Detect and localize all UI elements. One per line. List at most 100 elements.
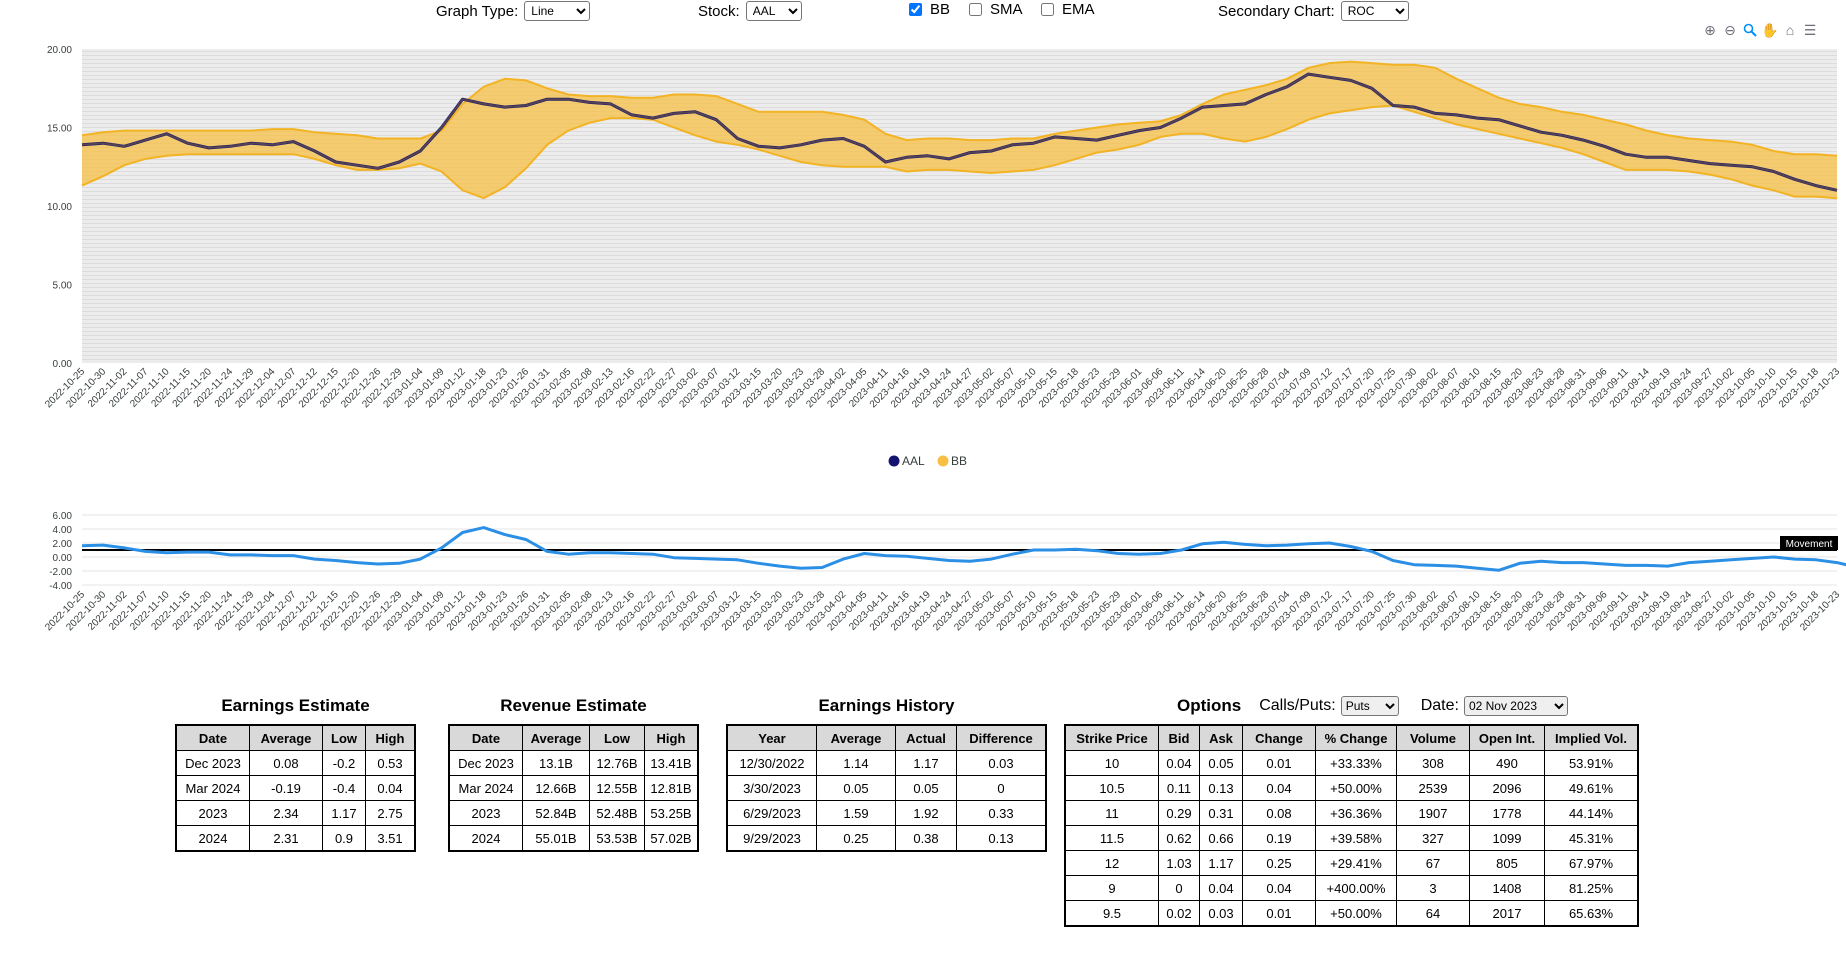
legend-item-bb[interactable]: BB [937, 454, 968, 468]
roc-y-tick-label: -4.00 [49, 581, 72, 592]
table-header-row: Year Average Actual Difference [726, 724, 1047, 751]
movement-annotation: Movement [1780, 536, 1838, 550]
table-cell: 0.03 [1199, 900, 1243, 927]
table-cell: 2023 [175, 800, 250, 826]
table-cell: Dec 2023 [175, 750, 250, 776]
table-cell: 0.05 [816, 775, 896, 801]
column-header: High [644, 724, 699, 751]
table-row: 6/29/2023 1.59 1.92 0.33 [726, 800, 1047, 826]
table-cell: 2023 [448, 800, 523, 826]
table-cell: 0.11 [1158, 775, 1200, 801]
revenue-estimate-table: Date Average Low High Dec 2023 13.1B 12.76B 13… [448, 724, 699, 852]
bb-band-fill [82, 61, 1837, 199]
earnings-estimate-section: Earnings Estimate Date Average Low High Dec… [175, 696, 416, 852]
column-header: Open Int. [1469, 724, 1545, 751]
table-cell: +50.00% [1315, 900, 1397, 927]
stock-label: Stock: [698, 2, 740, 20]
movement-label: Movement [1786, 539, 1833, 550]
graph-type-control: Graph Type: Line [436, 1, 591, 21]
table-cell: 44.14% [1544, 800, 1639, 826]
column-header: Date [448, 724, 523, 751]
table-cell: 67.97% [1544, 850, 1639, 876]
roc-chart: 6.00 4.00 2.00 0.00 -2.00 -4.00 Movement 2022… [43, 511, 1846, 633]
roc-y-tick-label: -2.00 [49, 567, 72, 578]
table-cell: 53.91% [1544, 750, 1639, 776]
chart-toolbar: ⊕ ⊖ ✋ ⌂ ☰ [1702, 21, 1818, 39]
price-series [81, 72, 1838, 192]
table-cell: 2.75 [365, 800, 416, 826]
earnings-estimate-table: Date Average Low High Dec 2023 0.08 -0.2 0.53 M… [175, 724, 416, 852]
table-cell: 0.31 [1199, 800, 1243, 826]
table-cell: +39.58% [1315, 825, 1397, 851]
table-cell: +36.36% [1315, 800, 1397, 826]
table-row: 11.5 0.62 0.66 0.19 +39.58% 327 1099 45.31% [1064, 825, 1639, 851]
options-header: Options Calls/Puts: Puts Date: 02 Nov 20… [1064, 696, 1639, 716]
table-cell: 11 [1064, 800, 1159, 826]
y-tick-label: 15.00 [47, 124, 72, 135]
plot-area [82, 49, 1837, 363]
table-cell: Mar 2024 [448, 775, 523, 801]
table-cell: 10 [1064, 750, 1159, 776]
column-header: Difference [956, 724, 1047, 751]
y-tick-label: 10.00 [47, 202, 72, 213]
graph-type-select[interactable]: Line [524, 1, 591, 21]
menu-icon[interactable]: ☰ [1803, 21, 1817, 38]
pan-hand-icon[interactable]: ✋ [1761, 21, 1779, 38]
legend: AAL BB [888, 454, 968, 468]
options-table: Strike Price Bid Ask Change% Change Volume Op… [1064, 724, 1639, 927]
table-cell: 0.25 [816, 825, 896, 852]
magnifier-icon[interactable] [1742, 22, 1758, 38]
legend-marker-bb [937, 455, 949, 467]
ema-label: EMA [1062, 1, 1095, 18]
sma-checkbox[interactable] [969, 3, 982, 16]
table-cell: 2539 [1396, 775, 1470, 801]
bb-band [81, 60, 1838, 200]
column-header: % Change [1315, 724, 1397, 751]
calls-puts-label: Calls/Puts: [1259, 697, 1336, 714]
stock-select[interactable]: AAL [745, 1, 802, 21]
zoom-out-icon[interactable]: ⊖ [1724, 21, 1736, 38]
table-cell: 64 [1396, 900, 1470, 927]
secondary-chart-control: Secondary Chart: ROC [1218, 1, 1409, 21]
table-cell: 0.08 [1242, 800, 1316, 826]
roc-line [81, 526, 1846, 572]
table-header-row: Date Average Low High [175, 724, 416, 751]
table-cell: +400.00% [1315, 875, 1397, 901]
table-row: 12 1.03 1.17 0.25 +29.41% 67 805 67.97% [1064, 850, 1639, 876]
column-header: Average [816, 724, 896, 751]
table-cell: 10.5 [1064, 775, 1159, 801]
table-cell: 2017 [1469, 900, 1545, 927]
table-cell: 52.48B [589, 800, 645, 826]
table-cell: 1.17 [895, 750, 957, 776]
date-label: Date: [1420, 697, 1459, 714]
table-cell: 0 [956, 775, 1047, 801]
table-row: 9/29/2023 0.25 0.38 0.13 [726, 825, 1047, 852]
ema-checkbox[interactable] [1041, 3, 1054, 16]
table-cell: 0.9 [322, 825, 366, 852]
legend-item-aal[interactable]: AAL [888, 454, 926, 468]
zoom-in-icon[interactable]: ⊕ [1704, 21, 1716, 38]
table-cell: 2.31 [249, 825, 323, 852]
table-cell: 49.61% [1544, 775, 1639, 801]
earnings-history-section: Earnings History Year Average Actual Differ… [726, 696, 1047, 852]
x-axis: 2022-10-252022-10-302022-11-022022-11-07… [43, 366, 1842, 410]
options-title: Options [1177, 696, 1242, 715]
table-header-row: Date Average Low High [448, 724, 699, 751]
table-cell: -0.2 [322, 750, 366, 776]
table-cell: 3/30/2023 [726, 775, 817, 801]
table-cell: 57.02B [644, 825, 699, 852]
table-row: Mar 2024 -0.19 -0.4 0.04 [175, 775, 416, 801]
secondary-chart-select[interactable]: ROC [1340, 1, 1409, 21]
table-cell: 0.53 [365, 750, 416, 776]
table-row: 2023 2.34 1.17 2.75 [175, 800, 416, 826]
bb-checkbox[interactable] [909, 3, 922, 16]
table-row: 12/30/2022 1.14 1.17 0.03 [726, 750, 1047, 776]
home-icon[interactable]: ⌂ [1785, 22, 1795, 38]
roc-series [81, 526, 1846, 572]
table-cell: 65.63% [1544, 900, 1639, 927]
table-cell: 0.01 [1242, 750, 1316, 776]
options-date-select[interactable]: 02 Nov 2023 [1463, 696, 1568, 716]
table-cell: 0.66 [1199, 825, 1243, 851]
ema-control: EMA [1041, 1, 1095, 18]
calls-puts-select[interactable]: Puts [1340, 696, 1399, 716]
